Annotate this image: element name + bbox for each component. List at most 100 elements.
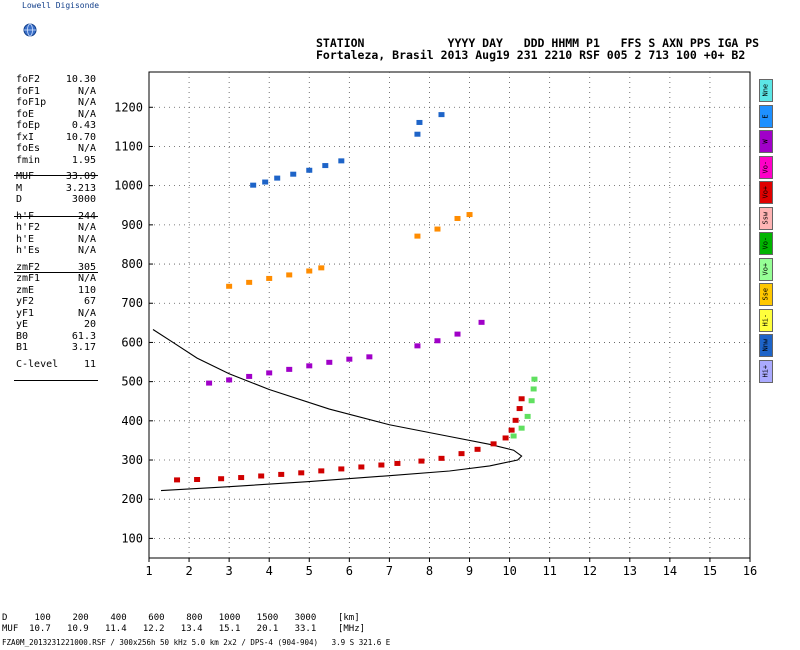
param-label: h'E xyxy=(16,233,35,245)
param-row: zmE 110 xyxy=(16,285,96,297)
legend-item: Vo- xyxy=(759,155,773,179)
param-value: 3000 xyxy=(71,194,96,205)
echo-point xyxy=(531,376,538,382)
legend-label: Ssw xyxy=(761,211,770,224)
param-label: M xyxy=(16,182,23,194)
echo-point xyxy=(394,460,401,466)
y-tick-label: 400 xyxy=(121,414,143,428)
echo-point xyxy=(318,468,325,474)
plot-frame xyxy=(148,71,751,559)
param-label: B1 xyxy=(16,342,29,353)
echo-point xyxy=(518,396,525,402)
echo-point xyxy=(290,171,297,177)
echo-point xyxy=(478,319,485,325)
legend-item: Sse xyxy=(759,283,773,306)
param-label: fmin xyxy=(16,154,41,166)
param-row: foEp 0.43 xyxy=(16,120,96,132)
x-tick-label: 2 xyxy=(185,564,192,578)
echo-point xyxy=(246,279,253,285)
legend-label: E xyxy=(761,113,770,119)
param-value: N/A xyxy=(77,97,96,108)
param-row: yF1 N/A xyxy=(16,308,96,320)
x-tick-label: 13 xyxy=(623,564,637,578)
echo-point xyxy=(266,275,273,281)
x-tick-label: 5 xyxy=(306,564,313,578)
echo-point xyxy=(338,466,345,472)
muf-frequency-row: MUF 10.7 10.9 11.4 12.2 13.4 15.1 20.1 3… xyxy=(2,624,366,634)
legend-item: Hi+ xyxy=(759,359,773,383)
y-tick-label: 600 xyxy=(121,335,143,349)
param-row: yE 20 xyxy=(16,319,96,331)
echo-point xyxy=(518,425,525,431)
param-value: N/A xyxy=(77,307,96,319)
param-value: N/A xyxy=(77,233,96,245)
echo-point xyxy=(438,112,445,118)
echo-point xyxy=(326,359,333,365)
echo-trace xyxy=(510,376,538,439)
echo-trace xyxy=(250,112,445,188)
echo-point xyxy=(226,377,233,383)
param-label: h'F2 xyxy=(16,222,41,233)
param-label: C-level xyxy=(16,358,59,370)
echo-point xyxy=(528,398,535,404)
param-value: 67 xyxy=(83,296,96,307)
param-row: B0 61.3 xyxy=(16,331,96,343)
param-row: foF1p N/A xyxy=(16,97,96,109)
echo-point xyxy=(206,380,213,386)
legend-label: Nne xyxy=(761,83,770,97)
y-tick-label: 1000 xyxy=(114,179,143,193)
param-row: C-level 11 xyxy=(16,359,96,371)
echo-point xyxy=(516,406,523,412)
legend-label: Vo- xyxy=(761,160,770,173)
param-value: 305 xyxy=(77,261,96,273)
legend-label: Vo+ xyxy=(761,262,770,275)
echo-point xyxy=(246,373,253,379)
echo-point xyxy=(306,167,313,173)
param-value: 61.3 xyxy=(71,330,96,342)
echo-point xyxy=(434,226,441,232)
x-tick-label: 16 xyxy=(743,564,757,578)
echo-point xyxy=(378,462,385,468)
param-value: 3.213 xyxy=(65,182,96,194)
param-row: foF1 N/A xyxy=(16,86,96,98)
param-row: foEs N/A xyxy=(16,143,96,155)
echo-point xyxy=(502,435,509,441)
param-label: foF1 xyxy=(16,85,41,97)
y-tick-label: 200 xyxy=(121,492,143,506)
legend-item: Hi- xyxy=(759,308,773,332)
brand-name: Lowell Digisonde xyxy=(22,1,100,10)
y-tick-label: 300 xyxy=(121,453,143,467)
echo-point xyxy=(238,475,245,481)
y-tick-label: 1200 xyxy=(114,100,143,114)
echo-point xyxy=(226,283,233,289)
echo-trace xyxy=(174,396,525,483)
legend-item: Nne xyxy=(759,79,773,102)
x-tick-label: 12 xyxy=(583,564,597,578)
echo-trace xyxy=(226,212,473,289)
param-label: foEp xyxy=(16,120,41,131)
param-label: fxI xyxy=(16,131,35,143)
param-separator xyxy=(14,380,98,381)
param-row: h'E N/A xyxy=(16,234,96,246)
param-label: foEs xyxy=(16,143,41,154)
y-tick-label: 900 xyxy=(121,218,143,232)
param-row: B1 3.17 xyxy=(16,342,96,354)
echo-point xyxy=(466,212,473,218)
param-value: 10.30 xyxy=(65,74,96,85)
echo-point xyxy=(266,370,273,376)
param-label: B0 xyxy=(16,330,29,342)
param-row: fmin 1.95 xyxy=(16,155,96,167)
param-row: fxI 10.70 xyxy=(16,132,96,144)
param-separator xyxy=(14,216,98,217)
legend-item: E xyxy=(759,104,773,128)
x-tick-label: 3 xyxy=(226,564,233,578)
x-tick-label: 15 xyxy=(703,564,717,578)
echo-point xyxy=(286,366,293,372)
y-tick-label: 1100 xyxy=(114,139,143,153)
echo-point xyxy=(458,451,465,457)
echo-point xyxy=(508,427,515,433)
x-tick-label: 9 xyxy=(466,564,473,578)
param-label: foE xyxy=(16,108,35,120)
param-label: yE xyxy=(16,319,29,330)
